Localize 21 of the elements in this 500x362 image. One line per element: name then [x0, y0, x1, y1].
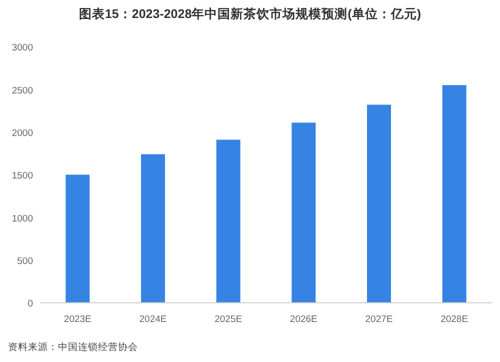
x-tick-label: 2025E [214, 314, 242, 325]
x-tick-label: 2026E [290, 314, 318, 325]
y-tick-label: 0 [28, 298, 33, 310]
bar [66, 174, 90, 303]
x-tick-label: 2024E [139, 314, 167, 325]
x-tick-label: 2023E [64, 314, 92, 325]
y-tick-label: 2000 [12, 128, 33, 140]
x-tick-label: 2027E [365, 314, 393, 325]
bar [292, 122, 316, 303]
y-tick-label: 2500 [12, 85, 33, 96]
bar [442, 85, 466, 303]
y-tick-label: 500 [17, 256, 33, 268]
bar [141, 154, 165, 303]
chart-title: 图表15：2023-2028年中国新茶饮市场规模预测(单位：亿元) [78, 6, 422, 21]
y-tick-label: 1000 [12, 213, 33, 224]
bar [367, 104, 391, 303]
x-tick-label: 2028E [440, 314, 468, 325]
bar [216, 140, 240, 303]
text: 资料来源：中国连锁经营协会 [8, 341, 138, 353]
y-tick-label: 1500 [12, 170, 33, 182]
y-tick-label: 3000 [12, 42, 33, 54]
